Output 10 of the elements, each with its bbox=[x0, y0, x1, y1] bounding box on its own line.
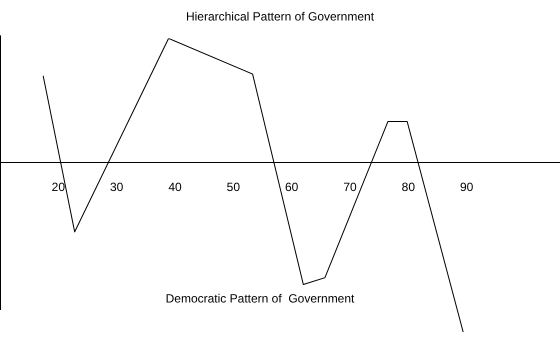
x-tick-label: 30 bbox=[110, 180, 124, 194]
x-tick-label: 90 bbox=[460, 180, 474, 194]
x-tick-label: 20 bbox=[52, 180, 66, 194]
x-tick-label: 50 bbox=[226, 180, 240, 194]
x-tick-label: 80 bbox=[402, 180, 416, 194]
x-tick-label: 40 bbox=[168, 180, 182, 194]
chart-title: Hierarchical Pattern of Government bbox=[186, 10, 375, 24]
x-tick-label: 70 bbox=[343, 180, 357, 194]
annotation: Democratic Pattern of Government bbox=[166, 291, 356, 306]
x-tick-label: 60 bbox=[284, 180, 299, 194]
